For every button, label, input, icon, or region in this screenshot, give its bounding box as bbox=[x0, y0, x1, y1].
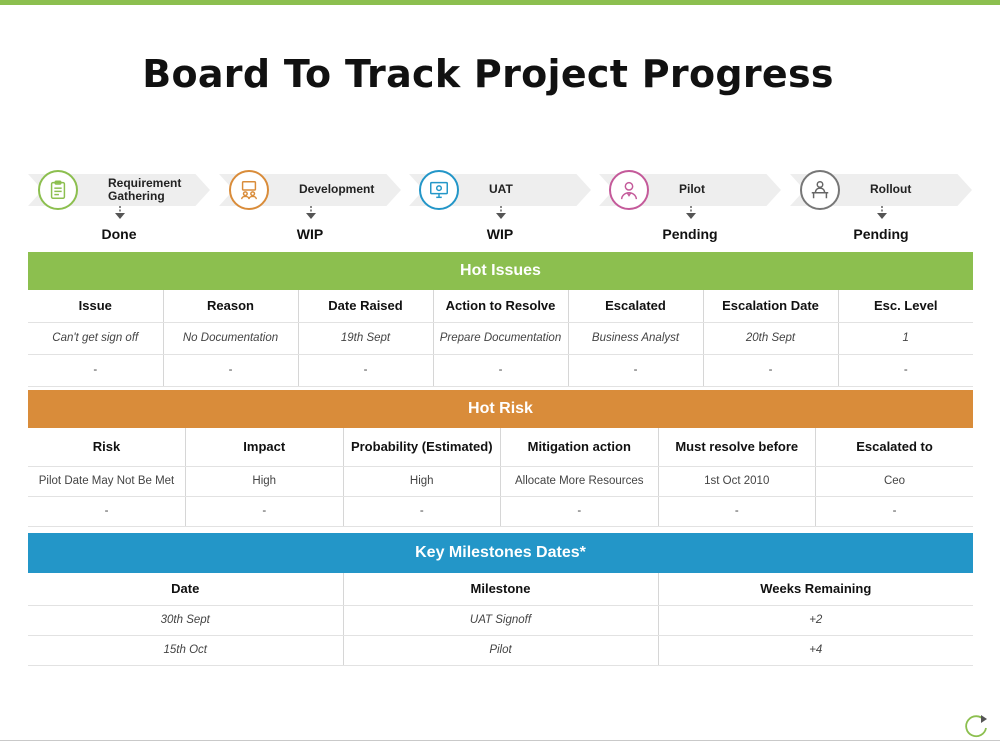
table-header-row: Issue Reason Date Raised Action to Resol… bbox=[28, 290, 973, 323]
column-header: Milestone bbox=[343, 573, 659, 606]
hot-issues-table: Issue Reason Date Raised Action to Resol… bbox=[28, 290, 973, 387]
stage-status: Pending bbox=[853, 226, 909, 242]
arrow-down-icon bbox=[306, 206, 316, 219]
table-cell: No Documentation bbox=[163, 322, 299, 355]
table-cell: 1st Oct 2010 bbox=[658, 466, 816, 497]
table-cell: - bbox=[703, 354, 839, 387]
table-cell: - bbox=[568, 354, 704, 387]
page-title: Board To Track Project Progress bbox=[142, 52, 834, 96]
stage-status: Done bbox=[101, 226, 137, 242]
arrow-down-icon bbox=[496, 206, 506, 219]
column-header: Date Raised bbox=[298, 290, 434, 323]
column-header: Must resolve before bbox=[658, 428, 816, 467]
stage-label: UAT bbox=[489, 182, 513, 196]
table-row: - - - - - - bbox=[28, 496, 973, 527]
column-header: Probability (Estimated) bbox=[343, 428, 501, 467]
section-header: Hot Risk bbox=[28, 390, 973, 428]
person-icon bbox=[609, 170, 649, 210]
stage-label: Development bbox=[299, 182, 375, 196]
table-cell: Can't get sign off bbox=[28, 322, 164, 355]
arrow-down-icon bbox=[115, 206, 125, 219]
column-header: Esc. Level bbox=[838, 290, 973, 323]
table-row: Can't get sign off No Documentation 19th… bbox=[28, 322, 973, 355]
table-cell: High bbox=[185, 466, 344, 497]
stage-development: Development WIP bbox=[219, 170, 401, 250]
table-cell: Prepare Documentation bbox=[433, 322, 569, 355]
table-cell: Pilot bbox=[343, 635, 659, 666]
table-cell: - bbox=[500, 496, 659, 527]
table-cell: +2 bbox=[658, 605, 973, 636]
table-cell: - bbox=[658, 496, 816, 527]
section-header: Hot Issues bbox=[28, 252, 973, 290]
table-cell: 30th Sept bbox=[28, 605, 344, 636]
table-row: - - - - - - - bbox=[28, 354, 973, 387]
stage-label: Requirement Gathering bbox=[108, 176, 182, 203]
stage-label: Pilot bbox=[679, 182, 705, 196]
table-cell: 1 bbox=[838, 322, 973, 355]
top-accent-bar bbox=[0, 0, 1000, 5]
column-header: Risk bbox=[28, 428, 186, 467]
table-cell: UAT Signoff bbox=[343, 605, 659, 636]
column-header: Date bbox=[28, 573, 344, 606]
key-milestones-section: Key Milestones Dates* Date Milestone Wee… bbox=[28, 533, 973, 666]
table-cell: Ceo bbox=[815, 466, 973, 497]
table-cell: Pilot Date May Not Be Met bbox=[28, 466, 186, 497]
stage-pilot: Pilot Pending bbox=[599, 170, 781, 250]
hot-risk-table: Risk Impact Probability (Estimated) Miti… bbox=[28, 428, 973, 527]
column-header: Weeks Remaining bbox=[658, 573, 973, 606]
column-header: Issue bbox=[28, 290, 164, 323]
process-stages: Requirement Gathering Done Development W… bbox=[28, 170, 974, 250]
table-cell: 15th Oct bbox=[28, 635, 344, 666]
table-cell: - bbox=[343, 496, 501, 527]
table-cell: - bbox=[838, 354, 973, 387]
hot-issues-section: Hot Issues Issue Reason Date Raised Acti… bbox=[28, 252, 973, 387]
table-cell: Allocate More Resources bbox=[500, 466, 659, 497]
table-cell: 20th Sept bbox=[703, 322, 839, 355]
stage-status: WIP bbox=[296, 226, 324, 242]
bottom-divider bbox=[0, 740, 1000, 741]
column-header: Escalation Date bbox=[703, 290, 839, 323]
refresh-circle-icon bbox=[965, 715, 987, 738]
table-cell: - bbox=[28, 354, 164, 387]
stage-label: Rollout bbox=[870, 182, 912, 196]
table-cell: 19th Sept bbox=[298, 322, 434, 355]
stage-requirement-gathering: Requirement Gathering Done bbox=[28, 170, 210, 250]
stage-status: Pending bbox=[662, 226, 718, 242]
column-header: Reason bbox=[163, 290, 299, 323]
column-header: Impact bbox=[185, 428, 344, 467]
stage-rollout: Rollout Pending bbox=[790, 170, 972, 250]
table-row: 30th Sept UAT Signoff +2 bbox=[28, 605, 973, 636]
table-cell: - bbox=[815, 496, 973, 527]
milestones-table: Date Milestone Weeks Remaining 30th Sept… bbox=[28, 573, 973, 666]
monitor-icon bbox=[419, 170, 459, 210]
table-cell: Business Analyst bbox=[568, 322, 704, 355]
table-header-row: Date Milestone Weeks Remaining bbox=[28, 573, 973, 606]
desk-worker-icon bbox=[800, 170, 840, 210]
arrow-down-icon bbox=[877, 206, 887, 219]
section-header: Key Milestones Dates* bbox=[28, 533, 973, 573]
arrow-down-icon bbox=[686, 206, 696, 219]
table-cell: +4 bbox=[658, 635, 973, 666]
column-header: Escalated bbox=[568, 290, 704, 323]
stage-status: WIP bbox=[486, 226, 514, 242]
clipboard-icon bbox=[38, 170, 78, 210]
table-header-row: Risk Impact Probability (Estimated) Miti… bbox=[28, 428, 973, 467]
hot-risk-section: Hot Risk Risk Impact Probability (Estima… bbox=[28, 390, 973, 527]
table-row: 15th Oct Pilot +4 bbox=[28, 635, 973, 666]
table-cell: - bbox=[185, 496, 344, 527]
table-cell: - bbox=[28, 496, 186, 527]
stage-uat: UAT WIP bbox=[409, 170, 591, 250]
table-cell: - bbox=[433, 354, 569, 387]
table-cell: - bbox=[298, 354, 434, 387]
column-header: Escalated to bbox=[815, 428, 973, 467]
team-presentation-icon bbox=[229, 170, 269, 210]
table-cell: High bbox=[343, 466, 501, 497]
table-cell: - bbox=[163, 354, 299, 387]
table-row: Pilot Date May Not Be Met High High Allo… bbox=[28, 466, 973, 497]
column-header: Action to Resolve bbox=[433, 290, 569, 323]
column-header: Mitigation action bbox=[500, 428, 659, 467]
